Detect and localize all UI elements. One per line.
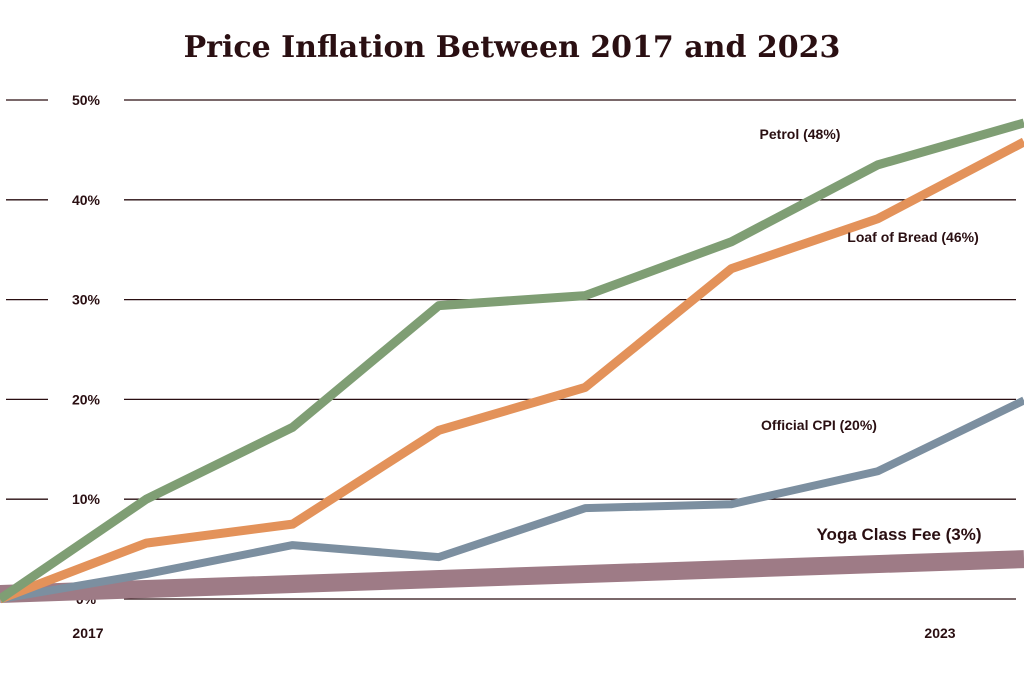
y-tick-label: 30% [72,292,101,308]
series-label-cpi: Official CPI (20%) [761,417,877,433]
y-tick-label: 20% [72,391,101,407]
x-label-end: 2023 [924,625,955,641]
grid-lines [6,99,1016,600]
series-label-petrol: Petrol (48%) [760,126,841,142]
series-line-3 [0,550,1024,604]
y-tick-label: 10% [72,491,101,507]
series-label-yoga: Yoga Class Fee (3%) [816,525,981,544]
x-label-start: 2017 [72,625,103,641]
series-line-0 [0,118,1024,603]
chart-title: Price Inflation Between 2017 and 2023 [184,30,841,65]
series-line-1 [0,137,1024,604]
series-line-2 [0,396,1024,603]
y-tick-label: 50% [72,92,101,108]
y-tick-label: 40% [72,192,101,208]
series-label-bread: Loaf of Bread (46%) [847,229,978,245]
series-lines [0,118,1024,604]
